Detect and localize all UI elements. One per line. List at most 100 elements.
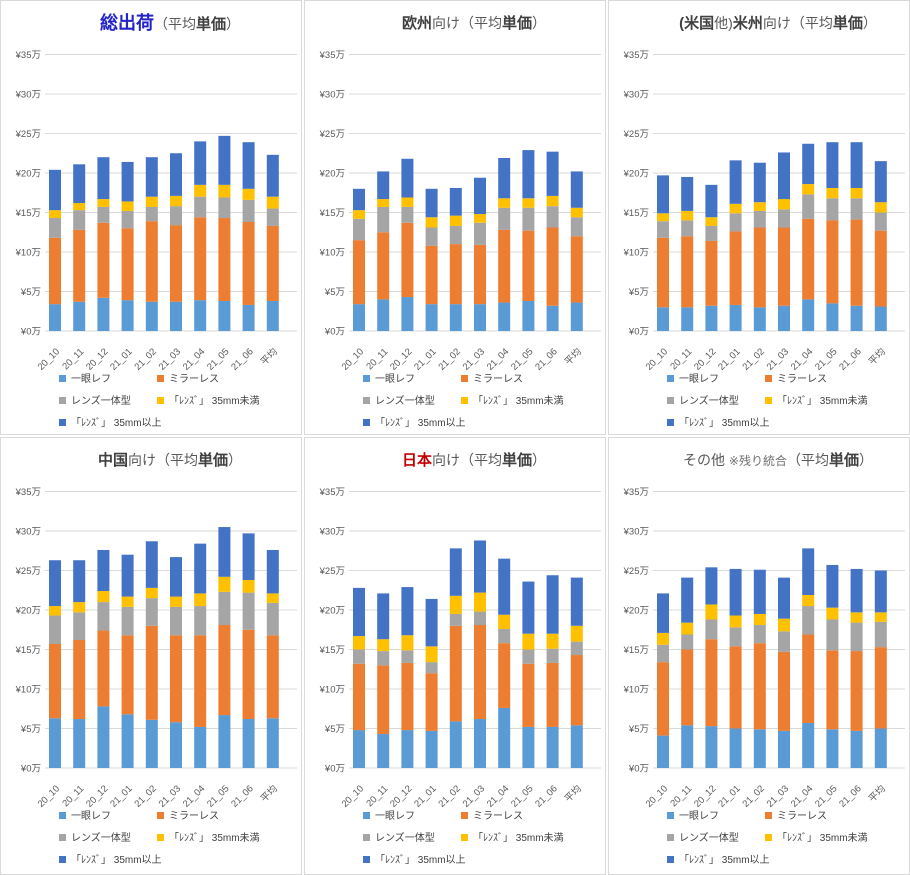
- legend-item: 「ﾚﾝｽﾞ」 35mm以上: [363, 854, 466, 866]
- legend-label: 一眼レフ: [375, 810, 415, 822]
- bar-segment: [353, 730, 365, 768]
- legend-label: 一眼レフ: [375, 373, 415, 385]
- bar-segment: [170, 206, 182, 226]
- x-tick-label: 平均: [258, 783, 280, 805]
- y-tick-label: ¥30万: [623, 527, 649, 538]
- bar-segment: [377, 206, 390, 233]
- chart-title-part: （平均: [460, 15, 502, 31]
- bar-20_10: [353, 188, 365, 331]
- bar-segment: [218, 625, 231, 716]
- chart-title: 欧州向け（平均単価）: [305, 10, 605, 37]
- y-tick-label: ¥10万: [15, 248, 41, 259]
- chart-title-part: ）: [862, 15, 877, 31]
- bar-21_04: [802, 143, 815, 331]
- legend-label: ミラーレス: [473, 810, 523, 822]
- bar-segment: [449, 225, 462, 245]
- bar-segment: [570, 655, 583, 726]
- bar-segment: [522, 581, 535, 634]
- legend-label: 「ﾚﾝｽﾞ」 35mm未満: [777, 832, 868, 844]
- x-tick-label: 20_12: [388, 346, 414, 372]
- bar-20_12: [97, 157, 110, 331]
- y-tick-label: ¥30万: [319, 527, 345, 538]
- x-axis-labels: 20_1020_1120_1221_0121_0221_0321_0421_05…: [36, 783, 280, 810]
- bar-segment: [705, 305, 718, 331]
- bar-segment: [474, 244, 486, 305]
- bar-20_11: [73, 560, 86, 768]
- bar-segment: [353, 636, 365, 650]
- legend-swatch: [59, 397, 66, 404]
- y-axis-labels: ¥0万 ¥5万 ¥10万 ¥15万 ¥20万 ¥25万 ¥30万 ¥35万: [319, 50, 345, 338]
- bar-segment: [170, 195, 182, 207]
- y-tick-label: ¥25万: [623, 129, 649, 140]
- x-tick-label: 21_05: [205, 783, 231, 809]
- chart-canvas: ¥0万 ¥5万 ¥10万 ¥15万 ¥20万 ¥25万 ¥30万 ¥35万 20_1020_11…: [319, 50, 601, 429]
- legend-label: レンズ一体型: [375, 831, 435, 844]
- bar-segment: [826, 188, 839, 199]
- legend-label: 「ﾚﾝｽﾞ」 35mm未満: [169, 395, 260, 407]
- chart-title: 中国向け（平均単価）: [1, 447, 301, 474]
- bar-20_11: [681, 577, 694, 768]
- bar-segment: [170, 225, 182, 302]
- legend-swatch: [461, 397, 468, 404]
- legend-item: レンズ一体型: [363, 831, 435, 844]
- chart-title-part: 単価: [502, 15, 533, 32]
- bar-segment: [826, 220, 839, 304]
- bar-segment: [121, 210, 134, 229]
- bar-segment: [474, 214, 486, 223]
- legend-swatch: [59, 375, 66, 382]
- bar-segment: [353, 587, 365, 637]
- legend-swatch: [363, 375, 370, 382]
- bar-segment: [449, 188, 462, 216]
- bar-segment: [194, 593, 207, 607]
- bar-20_10: [657, 593, 669, 768]
- bar-segment: [546, 648, 559, 663]
- bar-segment: [681, 649, 694, 726]
- bar-segment: [850, 188, 863, 199]
- bar-segment: [73, 229, 86, 302]
- chart-title-part: （平均: [153, 16, 196, 32]
- bar-21_03: [474, 177, 486, 331]
- bar-segment: [498, 707, 511, 768]
- bar-segment: [778, 152, 790, 200]
- y-axis-labels: ¥0万 ¥5万 ¥10万 ¥15万 ¥20万 ¥25万 ¥30万 ¥35万: [319, 487, 345, 775]
- bar-segment: [657, 221, 669, 238]
- chart-title-part: 総出荷: [99, 13, 154, 33]
- x-tick-label: 21_04: [485, 783, 511, 809]
- x-tick-label: 20_12: [84, 783, 110, 809]
- legend-swatch: [667, 419, 674, 426]
- legend-item: ミラーレス: [461, 810, 523, 822]
- bar-21_04: [498, 558, 511, 768]
- bar-21_06: [242, 142, 255, 331]
- chart-title-part: 単価: [195, 16, 226, 33]
- x-tick-label: 21_01: [716, 783, 742, 809]
- legend-item: レンズ一体型: [667, 394, 739, 407]
- x-tick-label: 21_06: [837, 783, 863, 809]
- bar-segment: [121, 554, 134, 597]
- bar-segment: [802, 194, 815, 219]
- bar-segment: [778, 730, 790, 768]
- chart-title-part: 向け: [762, 15, 791, 31]
- bar-21_05: [522, 581, 535, 768]
- bar-平均: [570, 577, 583, 768]
- legend-item: 「ﾚﾝｽﾞ」 35mm未満: [157, 832, 260, 844]
- bar-segment: [194, 606, 207, 636]
- x-tick-label: 21_04: [181, 783, 207, 809]
- bar-segment: [266, 225, 279, 301]
- y-tick-label: ¥15万: [15, 208, 41, 219]
- bar-平均: [874, 161, 887, 331]
- chart-panel-china: ¥0万 ¥5万 ¥10万 ¥15万 ¥20万 ¥25万 ¥30万 ¥35万 20_10 20_11…: [0, 437, 302, 875]
- chart-title-part: 向け: [432, 15, 460, 31]
- bar-segment: [498, 628, 511, 644]
- chart-title-part: 単価: [502, 452, 533, 469]
- legend-label: レンズ一体型: [375, 394, 435, 407]
- bar-segment: [145, 587, 158, 599]
- bar-21_04: [498, 157, 511, 331]
- bar-segment: [425, 673, 438, 731]
- bar-segment: [657, 644, 669, 663]
- legend-swatch: [667, 375, 674, 382]
- y-tick-label: ¥0万: [628, 327, 649, 338]
- bar-segment: [242, 533, 255, 580]
- bar-segment: [778, 577, 790, 619]
- bar-segment: [194, 217, 207, 301]
